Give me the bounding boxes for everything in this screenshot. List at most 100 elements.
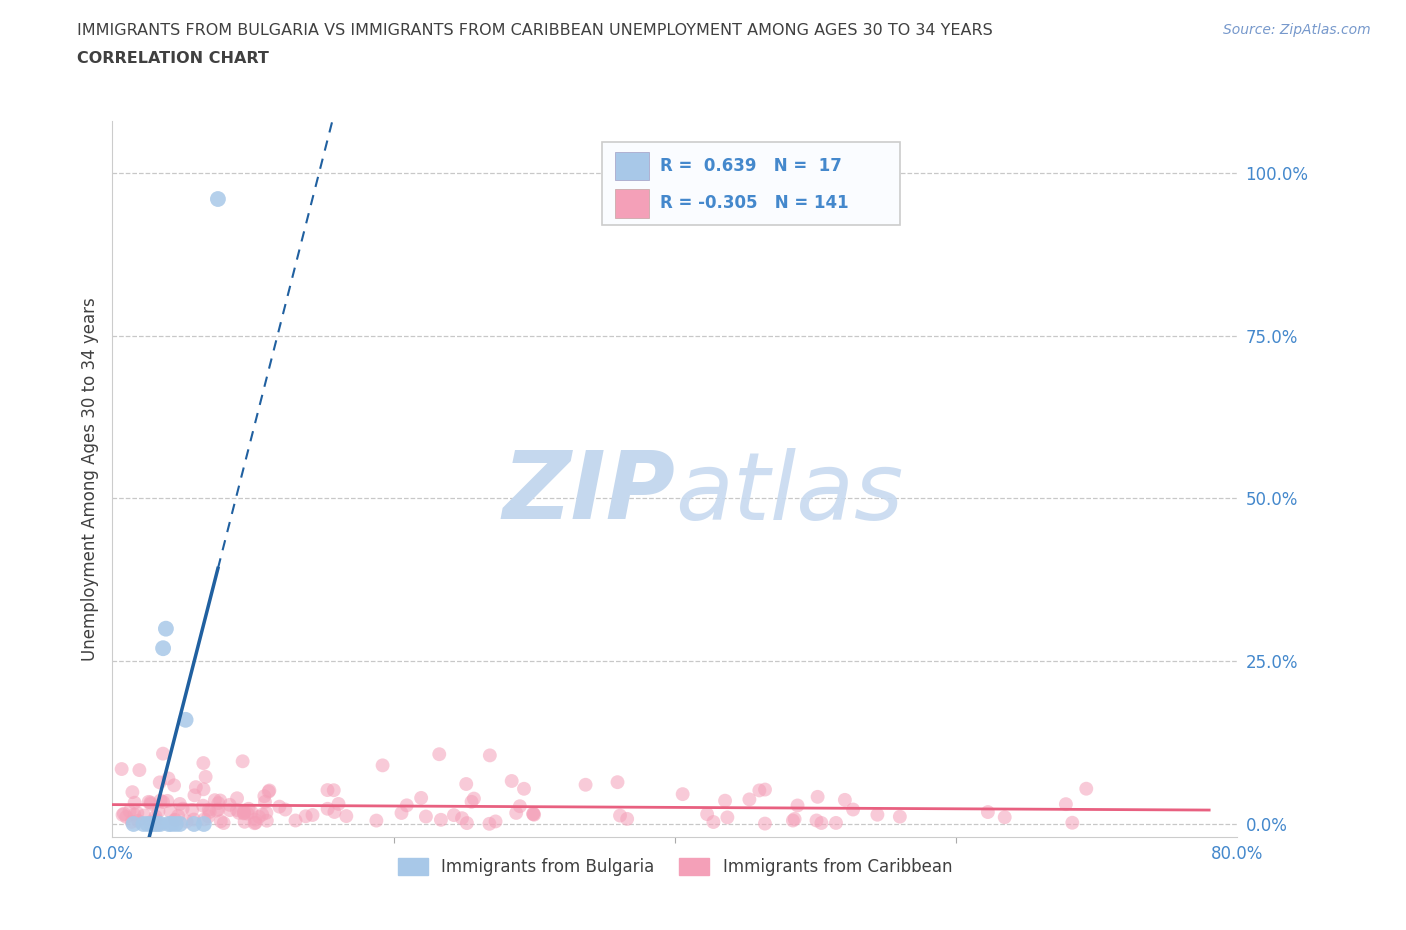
Point bbox=[165, 813, 187, 828]
Point bbox=[169, 817, 191, 831]
Point bbox=[574, 777, 596, 792]
Point bbox=[430, 813, 453, 828]
Point bbox=[395, 798, 418, 813]
Point bbox=[118, 804, 141, 818]
Y-axis label: Unemployment Among Ages 30 to 34 years: Unemployment Among Ages 30 to 34 years bbox=[80, 297, 98, 661]
Point bbox=[149, 793, 172, 808]
Point bbox=[149, 817, 172, 831]
Point bbox=[139, 795, 162, 810]
Text: Source: ZipAtlas.com: Source: ZipAtlas.com bbox=[1223, 23, 1371, 37]
Point bbox=[807, 790, 830, 804]
Point bbox=[243, 812, 266, 827]
Point bbox=[415, 809, 437, 824]
Point bbox=[209, 793, 232, 808]
Point bbox=[232, 754, 254, 769]
Point bbox=[138, 794, 160, 809]
Point bbox=[111, 807, 134, 822]
Point bbox=[335, 809, 357, 824]
Point bbox=[172, 802, 194, 817]
Point bbox=[207, 802, 229, 817]
Point bbox=[174, 712, 197, 727]
Point bbox=[149, 775, 172, 790]
Point bbox=[247, 809, 270, 824]
Legend: Immigrants from Bulgaria, Immigrants from Caribbean: Immigrants from Bulgaria, Immigrants fro… bbox=[391, 851, 959, 883]
Point bbox=[672, 787, 695, 802]
Point bbox=[183, 812, 205, 827]
Point bbox=[411, 790, 433, 805]
Point bbox=[842, 802, 865, 817]
Point bbox=[259, 783, 281, 798]
Point bbox=[212, 816, 235, 830]
Point bbox=[143, 817, 166, 831]
Point bbox=[1054, 797, 1077, 812]
Point bbox=[806, 813, 828, 828]
Point bbox=[127, 814, 149, 829]
Point bbox=[443, 807, 465, 822]
Point bbox=[209, 814, 232, 829]
Point bbox=[825, 816, 848, 830]
Point bbox=[145, 809, 167, 824]
Point bbox=[714, 793, 737, 808]
Bar bbox=[616, 189, 650, 218]
FancyBboxPatch shape bbox=[602, 142, 900, 225]
Point bbox=[252, 807, 274, 822]
Text: atlas: atlas bbox=[675, 447, 903, 538]
Point bbox=[463, 791, 485, 806]
Point bbox=[1062, 816, 1084, 830]
Point bbox=[197, 809, 219, 824]
Point bbox=[141, 817, 163, 831]
Point bbox=[810, 816, 832, 830]
Point bbox=[198, 804, 221, 819]
Point bbox=[152, 746, 174, 761]
Point bbox=[786, 798, 808, 813]
Point bbox=[316, 783, 339, 798]
Point bbox=[152, 641, 174, 656]
Point bbox=[866, 807, 889, 822]
Point bbox=[155, 621, 177, 636]
Point bbox=[523, 807, 546, 822]
Point bbox=[509, 799, 531, 814]
Point bbox=[284, 813, 307, 828]
Point bbox=[193, 755, 215, 770]
Point bbox=[167, 808, 190, 823]
Point bbox=[253, 789, 276, 804]
Point bbox=[124, 795, 146, 810]
Point bbox=[146, 817, 169, 831]
Point bbox=[294, 809, 316, 824]
Point bbox=[501, 774, 523, 789]
Point bbox=[165, 817, 187, 831]
Point bbox=[366, 813, 388, 828]
Point bbox=[111, 762, 134, 777]
Point bbox=[148, 804, 170, 818]
Point bbox=[254, 805, 277, 820]
Point bbox=[505, 805, 527, 820]
Text: R =  0.639   N =  17: R = 0.639 N = 17 bbox=[661, 157, 842, 175]
Point bbox=[240, 804, 263, 819]
Point bbox=[156, 793, 179, 808]
Point bbox=[253, 794, 276, 809]
Point bbox=[522, 806, 544, 821]
Point bbox=[205, 804, 228, 818]
Point bbox=[478, 748, 501, 763]
Point bbox=[748, 783, 770, 798]
Point bbox=[122, 807, 145, 822]
Point bbox=[456, 816, 478, 830]
Point bbox=[181, 803, 204, 817]
Point bbox=[371, 758, 394, 773]
Point bbox=[121, 785, 143, 800]
Point bbox=[322, 783, 344, 798]
Point bbox=[391, 805, 413, 820]
Point bbox=[243, 816, 266, 830]
Point bbox=[456, 777, 478, 791]
Point bbox=[226, 790, 249, 805]
Point bbox=[834, 792, 856, 807]
Point bbox=[754, 782, 776, 797]
Point bbox=[782, 813, 804, 828]
Point bbox=[132, 817, 155, 831]
Point bbox=[269, 799, 291, 814]
Point bbox=[122, 817, 145, 831]
Point bbox=[191, 798, 214, 813]
Point bbox=[702, 815, 724, 830]
Point bbox=[460, 794, 482, 809]
Point bbox=[157, 817, 180, 831]
